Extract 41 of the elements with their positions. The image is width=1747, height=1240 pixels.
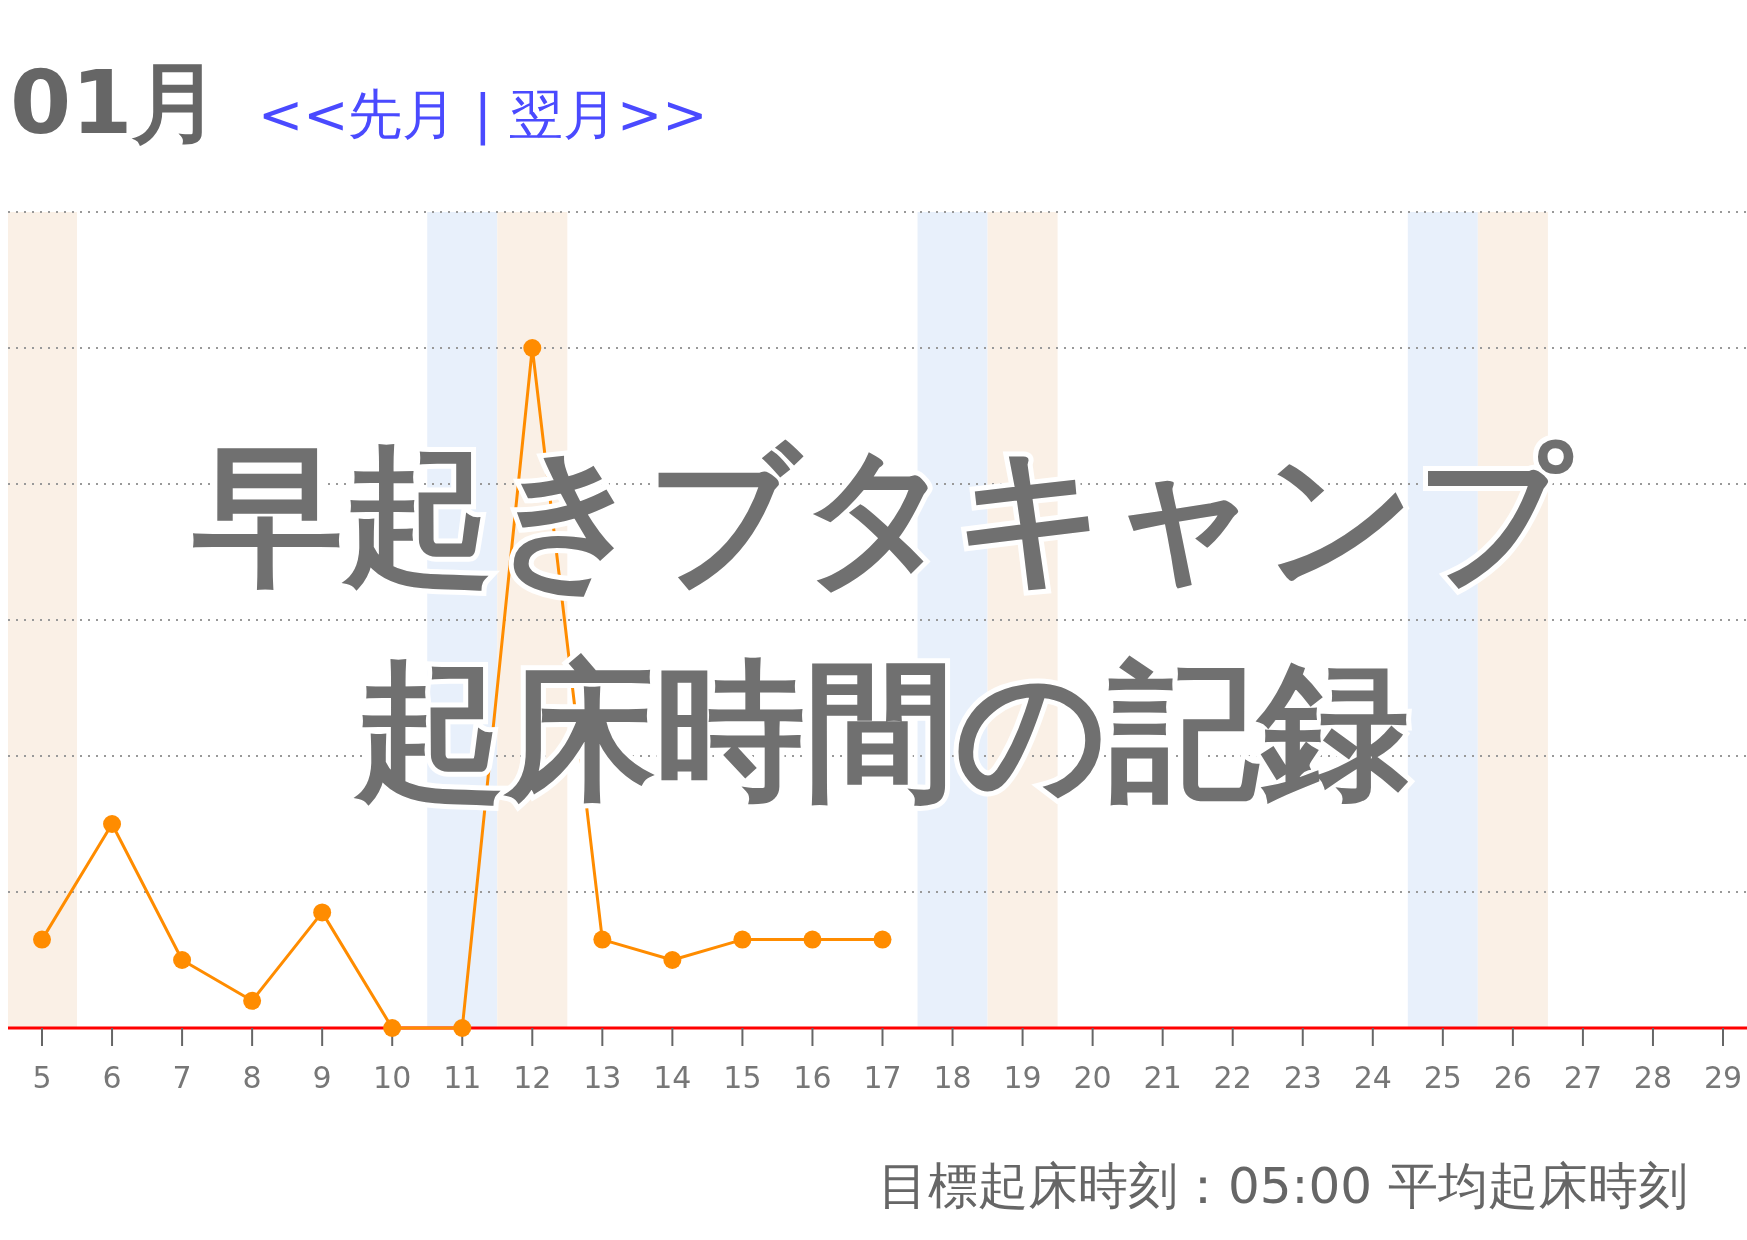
point <box>803 930 822 949</box>
text: <<先月 | 翌月>> <box>258 83 708 146</box>
point <box>523 339 542 357</box>
x-tick-label: 10 <box>373 1060 412 1095</box>
x-tick-label: 25 <box>1423 1060 1462 1095</box>
x-tick-label: 5 <box>32 1060 52 1095</box>
x-tick-label: 9 <box>312 1060 332 1095</box>
point <box>33 930 51 949</box>
x-tick-label: 28 <box>1633 1060 1673 1095</box>
x-tick-label: 6 <box>102 1060 122 1095</box>
point <box>733 930 752 949</box>
x-tick-label: 7 <box>172 1060 192 1095</box>
x-tick-label: 22 <box>1213 1060 1252 1095</box>
x-tick-label: 11 <box>443 1060 482 1095</box>
x-tick-label: 24 <box>1353 1060 1392 1095</box>
point <box>873 930 892 949</box>
x-tick-label: 16 <box>793 1060 832 1095</box>
text: 01月 <box>10 51 221 154</box>
point <box>173 951 192 969</box>
x-tick-label: 20 <box>1073 1060 1112 1095</box>
x-tick-label: 12 <box>513 1060 552 1095</box>
x-tick-label: 14 <box>653 1060 692 1095</box>
x-tick-label: 29 <box>1703 1060 1743 1095</box>
point <box>103 815 122 833</box>
x-tick-label: 26 <box>1493 1060 1532 1095</box>
x-tick-label: 21 <box>1143 1060 1182 1095</box>
x-tick-label: 19 <box>1003 1060 1042 1095</box>
x-tick-label: 15 <box>723 1060 762 1095</box>
x-tick-label: 8 <box>242 1060 262 1095</box>
point <box>593 930 612 949</box>
point <box>313 903 332 922</box>
x-tick-label: 27 <box>1563 1060 1603 1095</box>
point <box>663 951 682 969</box>
point <box>453 1019 472 1037</box>
text: 目標起床時刻：05:00 平均起床時刻 <box>878 1157 1688 1215</box>
point <box>243 991 262 1010</box>
x-tick-label: 23 <box>1283 1060 1322 1095</box>
x-tick-label: 13 <box>583 1060 622 1095</box>
x-tick-label: 18 <box>933 1060 972 1095</box>
point <box>383 1019 402 1037</box>
x-tick-label: 17 <box>863 1060 902 1095</box>
